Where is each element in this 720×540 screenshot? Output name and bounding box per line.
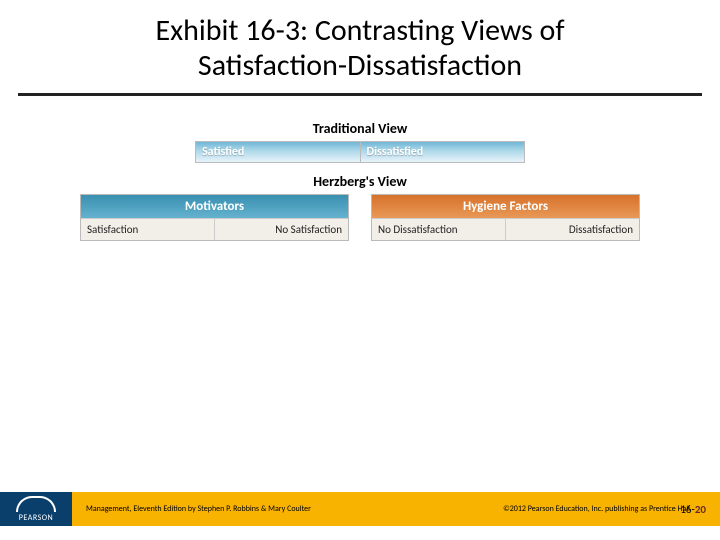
pearson-logo-text: PEARSON — [19, 513, 53, 523]
hygiene-right: Dissatisfaction — [506, 218, 639, 240]
title-area: Exhibit 16-3: Contrasting Views of Satis… — [18, 0, 702, 96]
pearson-logo: PEARSON — [0, 492, 72, 526]
traditional-right: Dissatisfied — [361, 142, 525, 162]
slide: Exhibit 16-3: Contrasting Views of Satis… — [0, 0, 720, 540]
herzberg-heading: Herzberg's View — [40, 173, 680, 190]
traditional-heading: Traditional View — [40, 120, 680, 137]
hygiene-column: Hygiene Factors No Dissatisfaction Dissa… — [371, 194, 640, 241]
page-number: 16-20 — [680, 503, 706, 516]
hygiene-row: No Dissatisfaction Dissatisfaction — [372, 218, 639, 240]
motivators-right: No Satisfaction — [215, 218, 348, 240]
motivators-header: Motivators — [81, 195, 348, 218]
content-area: Traditional View Satisfied Dissatisfied … — [0, 96, 720, 241]
footer-copyright: ©2012 Pearson Education, Inc. publishing… — [503, 504, 690, 514]
page-num: 20 — [695, 503, 706, 516]
motivators-row: Satisfaction No Satisfaction — [81, 218, 348, 240]
footer-bar: PEARSON Management, Eleventh Edition by … — [0, 492, 720, 526]
footer-attribution: Management, Eleventh Edition by Stephen … — [86, 504, 311, 514]
motivators-column: Motivators Satisfaction No Satisfaction — [80, 194, 349, 241]
herzberg-grid: Motivators Satisfaction No Satisfaction … — [80, 194, 640, 241]
pearson-logo-icon — [16, 496, 56, 512]
page-prefix: 16- — [680, 503, 695, 516]
traditional-bar: Satisfied Dissatisfied — [195, 141, 525, 163]
slide-title: Exhibit 16-3: Contrasting Views of Satis… — [78, 14, 642, 83]
hygiene-header: Hygiene Factors — [372, 195, 639, 218]
motivators-left: Satisfaction — [81, 218, 215, 240]
traditional-left: Satisfied — [196, 142, 361, 162]
hygiene-left: No Dissatisfaction — [372, 218, 506, 240]
